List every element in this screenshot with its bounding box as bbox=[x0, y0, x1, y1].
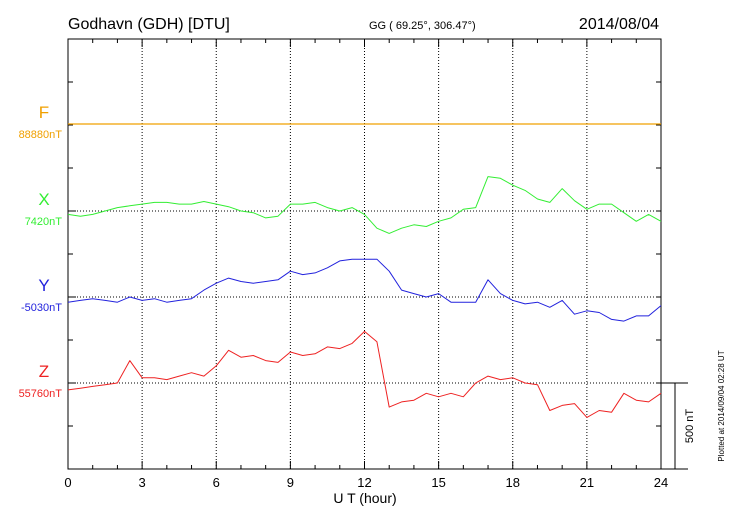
series-name-x: X bbox=[38, 190, 49, 209]
x-tick-label-9: 9 bbox=[287, 475, 294, 490]
series-name-z: Z bbox=[39, 362, 49, 381]
vertical-gridlines bbox=[141, 39, 588, 469]
station-coordinates: GG ( 69.25°, 306.47°) bbox=[369, 20, 476, 32]
series-line-x bbox=[67, 176, 662, 234]
axis-ticks bbox=[67, 39, 662, 469]
scale-bar: 500 nT bbox=[661, 382, 696, 470]
series-name-f: F bbox=[39, 103, 49, 122]
x-tick-label-18: 18 bbox=[506, 475, 520, 490]
series-baseline-z: 55760nT bbox=[19, 388, 63, 400]
station-title: Godhavn (GDH) [DTU] bbox=[68, 16, 230, 33]
series-baseline-x: 7420nT bbox=[25, 216, 63, 228]
plot-date: 2014/08/04 bbox=[579, 16, 659, 33]
scale-bar-label: 500 nT bbox=[684, 409, 696, 444]
x-tick-label-21: 21 bbox=[580, 475, 594, 490]
plot-frame bbox=[67, 38, 662, 470]
x-tick-label-15: 15 bbox=[431, 475, 445, 490]
plotted-at-note: Plotted at 2014/09/04 02:28 UT bbox=[717, 350, 726, 461]
series-line-y bbox=[67, 258, 662, 322]
x-tick-label-6: 6 bbox=[213, 475, 220, 490]
series-line-z bbox=[67, 330, 662, 418]
series-baseline-f: 88880nT bbox=[19, 129, 63, 141]
x-axis-label: U T (hour) bbox=[333, 490, 396, 506]
series-lines bbox=[67, 123, 662, 418]
x-tick-labels: 0 3 6 9 12 15 18 21 24 bbox=[64, 475, 668, 490]
x-tick-label-3: 3 bbox=[139, 475, 146, 490]
series-labels: F 88880nT X 7420nT Y -5030nT Z 55760nT bbox=[19, 103, 63, 400]
x-tick-label-24: 24 bbox=[654, 475, 668, 490]
series-baseline-y: -5030nT bbox=[21, 302, 62, 314]
series-name-y: Y bbox=[38, 276, 49, 295]
x-tick-label-12: 12 bbox=[357, 475, 371, 490]
x-tick-label-0: 0 bbox=[64, 475, 71, 490]
